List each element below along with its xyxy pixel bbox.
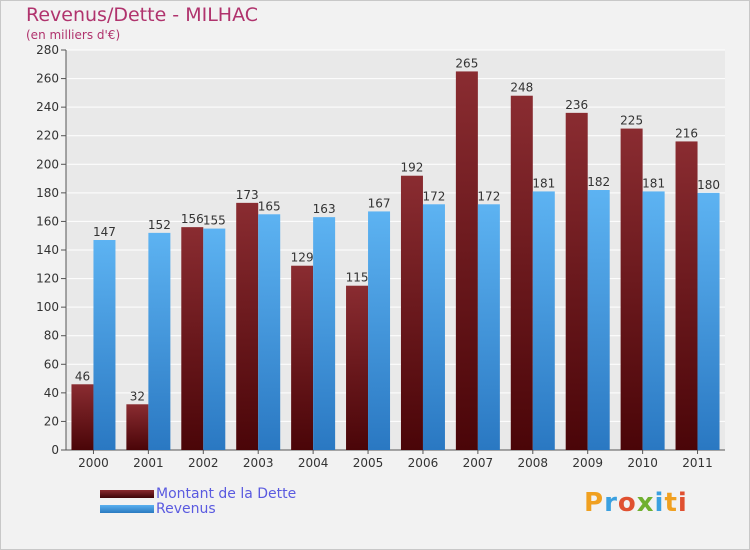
data-label: 192 [401,161,424,175]
bar-revenus [422,204,445,450]
bar-revenus [313,217,336,450]
data-label: 180 [697,178,720,192]
data-label: 152 [148,218,171,232]
y-tick-label: 180 [36,186,59,200]
logo-letter: P [584,488,605,518]
logo-letter: o [617,488,637,518]
y-tick-label: 80 [44,329,59,343]
data-label: 236 [565,98,588,112]
data-label: 172 [423,189,446,203]
data-label: 32 [130,389,145,403]
data-label: 172 [477,189,500,203]
x-tick-label: 2011 [682,456,713,470]
x-tick-label: 2010 [627,456,658,470]
y-tick-label: 260 [36,72,59,86]
bar-revenus [203,228,226,450]
bar-dette [346,285,369,450]
legend-item-revenus: Revenus [100,500,296,517]
bar-dette [510,95,533,450]
y-tick-label: 240 [36,100,59,114]
x-tick-label: 2004 [298,456,329,470]
data-label: 129 [291,251,314,265]
y-tick-label: 140 [36,243,59,257]
data-label: 173 [236,188,259,202]
legend: Montant de la Dette Revenus [100,485,297,517]
x-tick-label: 2002 [188,456,219,470]
x-tick-label: 2009 [572,456,603,470]
bar-dette [236,202,259,450]
data-label: 265 [455,56,478,70]
bar-revenus [368,211,391,450]
x-tick-label: 2005 [353,456,384,470]
data-label: 156 [181,212,204,226]
bar-revenus [258,214,281,450]
bar-dette [400,175,423,450]
data-label: 167 [368,196,391,210]
bar-revenus [477,204,500,450]
legend-label-revenus: Revenus [156,500,216,517]
y-tick-label: 280 [36,43,59,57]
y-tick-label: 40 [44,386,59,400]
legend-item-dette: Montant de la Dette [100,485,297,502]
y-tick-label: 220 [36,129,59,143]
data-label: 182 [587,175,610,189]
legend-label-dette: Montant de la Dette [156,485,297,502]
y-tick-label: 200 [36,157,59,171]
bar-dette [71,384,94,450]
legend-swatch-revenus [100,504,154,513]
y-tick-label: 60 [44,357,59,371]
logo-letter: r [604,488,618,518]
logo-letter: x [636,488,655,518]
logo-letter: t [664,488,678,518]
data-label: 165 [258,199,281,213]
y-tick-label: 160 [36,214,59,228]
bar-dette [181,227,204,450]
bar-revenus [93,240,116,450]
legend-swatch-dette [100,489,154,498]
x-tick-label: 2001 [133,456,164,470]
data-label: 115 [346,271,369,285]
x-tick-label: 2003 [243,456,274,470]
x-tick-label: 2000 [78,456,109,470]
data-label: 216 [675,126,698,140]
y-tick-label: 20 [44,414,59,428]
data-label: 155 [203,214,226,228]
bar-dette [565,112,588,450]
data-label: 147 [93,225,116,239]
y-tick-label: 100 [36,300,59,314]
x-tick-label: 2008 [518,456,549,470]
bar-dette [675,141,698,450]
logo-letter: i [654,488,665,518]
x-tick-label: 2006 [408,456,439,470]
data-label: 181 [642,176,665,190]
y-tick-label: 0 [51,443,59,457]
data-label: 163 [313,202,336,216]
bar-dette [455,71,478,450]
data-label: 248 [510,81,533,95]
chart-title: Revenus/Dette - MILHAC [26,4,258,26]
bar-revenus [587,190,610,450]
bar-dette [620,128,643,451]
bar-revenus [697,192,720,450]
y-tick-label: 120 [36,272,59,286]
x-tick-label: 2007 [463,456,494,470]
chart-subtitle: (en milliers d'€) [26,28,121,42]
bar-dette [291,265,314,450]
bar-revenus [148,232,171,450]
data-label: 46 [75,369,90,383]
logo-letter: i [677,488,688,518]
bar-revenus [642,191,665,450]
bar-revenus [532,191,555,450]
proxiti-logo: Proxiti [584,488,688,518]
bar-dette [126,404,149,450]
data-label: 225 [620,114,643,128]
data-label: 181 [532,176,555,190]
